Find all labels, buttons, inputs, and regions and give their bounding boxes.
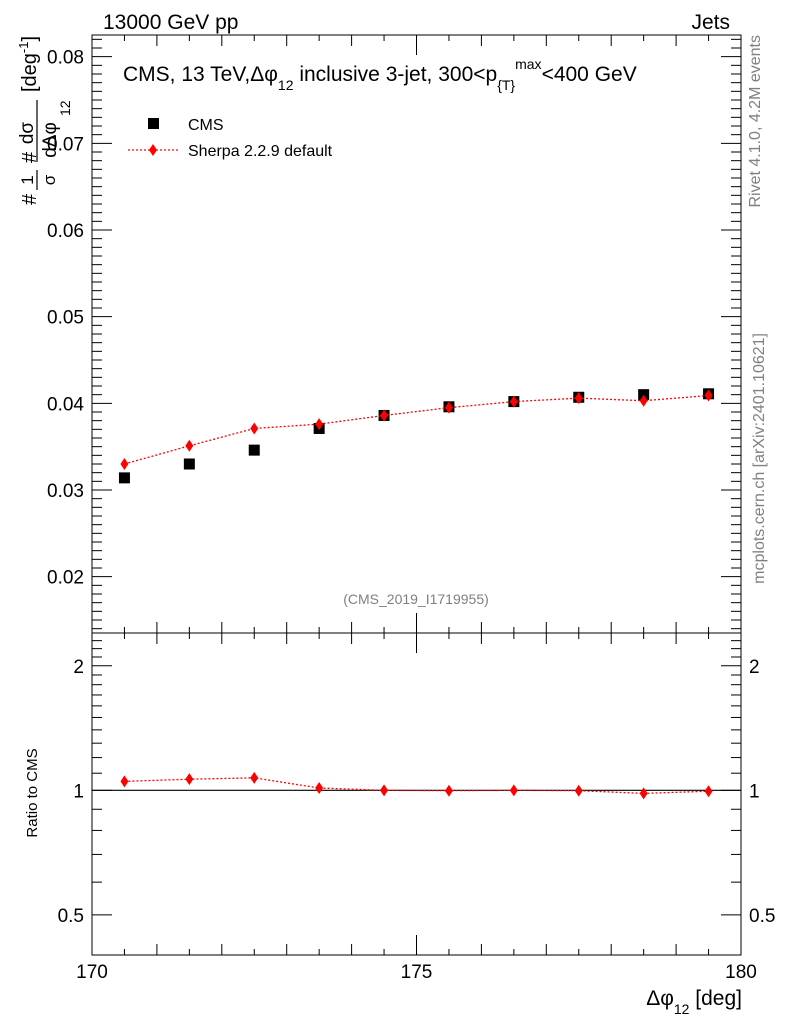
main-y-axis-label: # 1 σ # dσ dΔφ 12 [deg-1] [16, 36, 73, 205]
main-title: CMS, 13 TeV,Δφ12 inclusive 3-jet, 300<p{… [123, 56, 637, 93]
ylabel-hash2: # [19, 151, 41, 163]
sherpa-ratio-point [704, 785, 713, 798]
sherpa-ratio-point [444, 784, 453, 797]
ratio-y-tick-label-right: 1 [749, 781, 760, 802]
ylabel-num1: 1 [18, 175, 37, 184]
sherpa-point [509, 395, 518, 408]
legend: CMS Sherpa 2.2.9 default [128, 117, 333, 160]
xlabel-main: Δφ [646, 987, 674, 1010]
x-tick-label: 180 [725, 962, 757, 983]
title-part-c: inclusive 3-jet, 300<p [293, 63, 497, 86]
legend-sherpa-label: Sherpa 2.2.9 default [188, 143, 333, 160]
ratio-y-tick-label-left: 0.5 [58, 906, 84, 927]
cms-point [118, 472, 130, 484]
main-axis-ticks [91, 35, 742, 633]
ratio-y-tick-label-right: 2 [749, 657, 760, 678]
ylabel-num2: dσ [17, 122, 38, 145]
y-tick-label: 0.04 [47, 394, 84, 415]
main-y-tick-labels: 0.02 0.03 0.04 0.05 0.06 0.07 0.08 [47, 48, 84, 589]
x-tick-labels: 170 175 180 [76, 962, 757, 983]
title-part-c-sup: max [515, 56, 541, 72]
ylabel-hash1: # [19, 193, 41, 205]
xlabel-sub: 12 [674, 1001, 690, 1017]
sherpa-point [704, 389, 713, 402]
sherpa-ratio-point [315, 782, 324, 795]
xlabel-unit: [deg] [689, 987, 742, 1010]
ratio-y-tick-labels: 0.5 0.5 1 1 2 2 [58, 657, 776, 927]
ylabel-den1: σ [40, 174, 59, 185]
y-tick-label: 0.07 [47, 134, 84, 155]
sherpa-line [124, 394, 709, 465]
sherpa-point [315, 418, 324, 431]
x-axis-label: Δφ12 [deg] [646, 987, 742, 1017]
sherpa-ratio-point [120, 775, 129, 788]
main-data-layer [118, 388, 715, 484]
x-tick-label: 175 [401, 962, 433, 983]
sherpa-ratio-point [380, 784, 389, 797]
title-part-a: CMS, 13 TeV, [123, 63, 250, 86]
sherpa-ratio-point [250, 771, 259, 784]
ratio-data-layer [92, 771, 741, 800]
sherpa-point [120, 458, 129, 470]
y-tick-label: 0.02 [47, 568, 84, 589]
sherpa-ratio-point [574, 784, 583, 797]
y-tick-label: 0.03 [47, 481, 84, 502]
header-right: Jets [691, 11, 730, 34]
legend-sherpa-marker [149, 144, 157, 156]
ratio-y-tick-label-left: 2 [73, 657, 84, 678]
ratio-y-axis-label: Ratio to CMS [24, 748, 41, 837]
analysis-watermark: (CMS_2019_I1719955) [343, 591, 489, 607]
ylabel-unit: [deg-1] [16, 36, 41, 92]
ylabel-sub: 12 [57, 100, 73, 116]
ylabel-unit-open: [deg [19, 53, 41, 92]
y-tick-label: 0.05 [47, 308, 84, 329]
ratio-y-tick-label-right: 0.5 [749, 906, 775, 927]
ratio-axis-ticks [91, 632, 742, 956]
legend-cms-marker [148, 118, 159, 129]
title-part-d: <400 GeV [542, 63, 637, 86]
source-label: mcplots.cern.ch [arXiv:2401.10621] [751, 333, 768, 584]
cms-point [248, 444, 260, 456]
ylabel-unit-sup: -1 [16, 42, 31, 54]
sherpa-point [185, 439, 194, 452]
legend-cms-label: CMS [188, 117, 224, 134]
title-part-b-sub: 12 [278, 77, 294, 93]
sherpa-point [574, 392, 583, 405]
ylabel-unit-close: ] [19, 36, 41, 42]
ratio-y-tick-label-left: 1 [73, 781, 84, 802]
sherpa-point [380, 409, 389, 422]
title-part-c-sub: {T} [497, 77, 515, 93]
x-tick-label: 170 [76, 962, 108, 983]
sherpa-point [639, 394, 648, 407]
sherpa-ratio-line [124, 777, 709, 795]
y-tick-label: 0.08 [47, 48, 84, 69]
cms-point [638, 389, 650, 401]
y-tick-label: 0.06 [47, 221, 84, 242]
sherpa-ratio-point [509, 784, 518, 797]
ylabel-den2: dΔφ [40, 122, 61, 158]
sherpa-ratio-point [185, 773, 194, 786]
sherpa-ratio-point [639, 787, 648, 800]
header-left: 13000 GeV pp [103, 11, 238, 34]
cms-point [183, 458, 195, 470]
title-part-b: Δφ [250, 63, 278, 86]
events-label: Rivet 4.1.0, 4.2M events [747, 35, 764, 208]
sherpa-point [444, 401, 453, 414]
sherpa-point [250, 422, 259, 435]
